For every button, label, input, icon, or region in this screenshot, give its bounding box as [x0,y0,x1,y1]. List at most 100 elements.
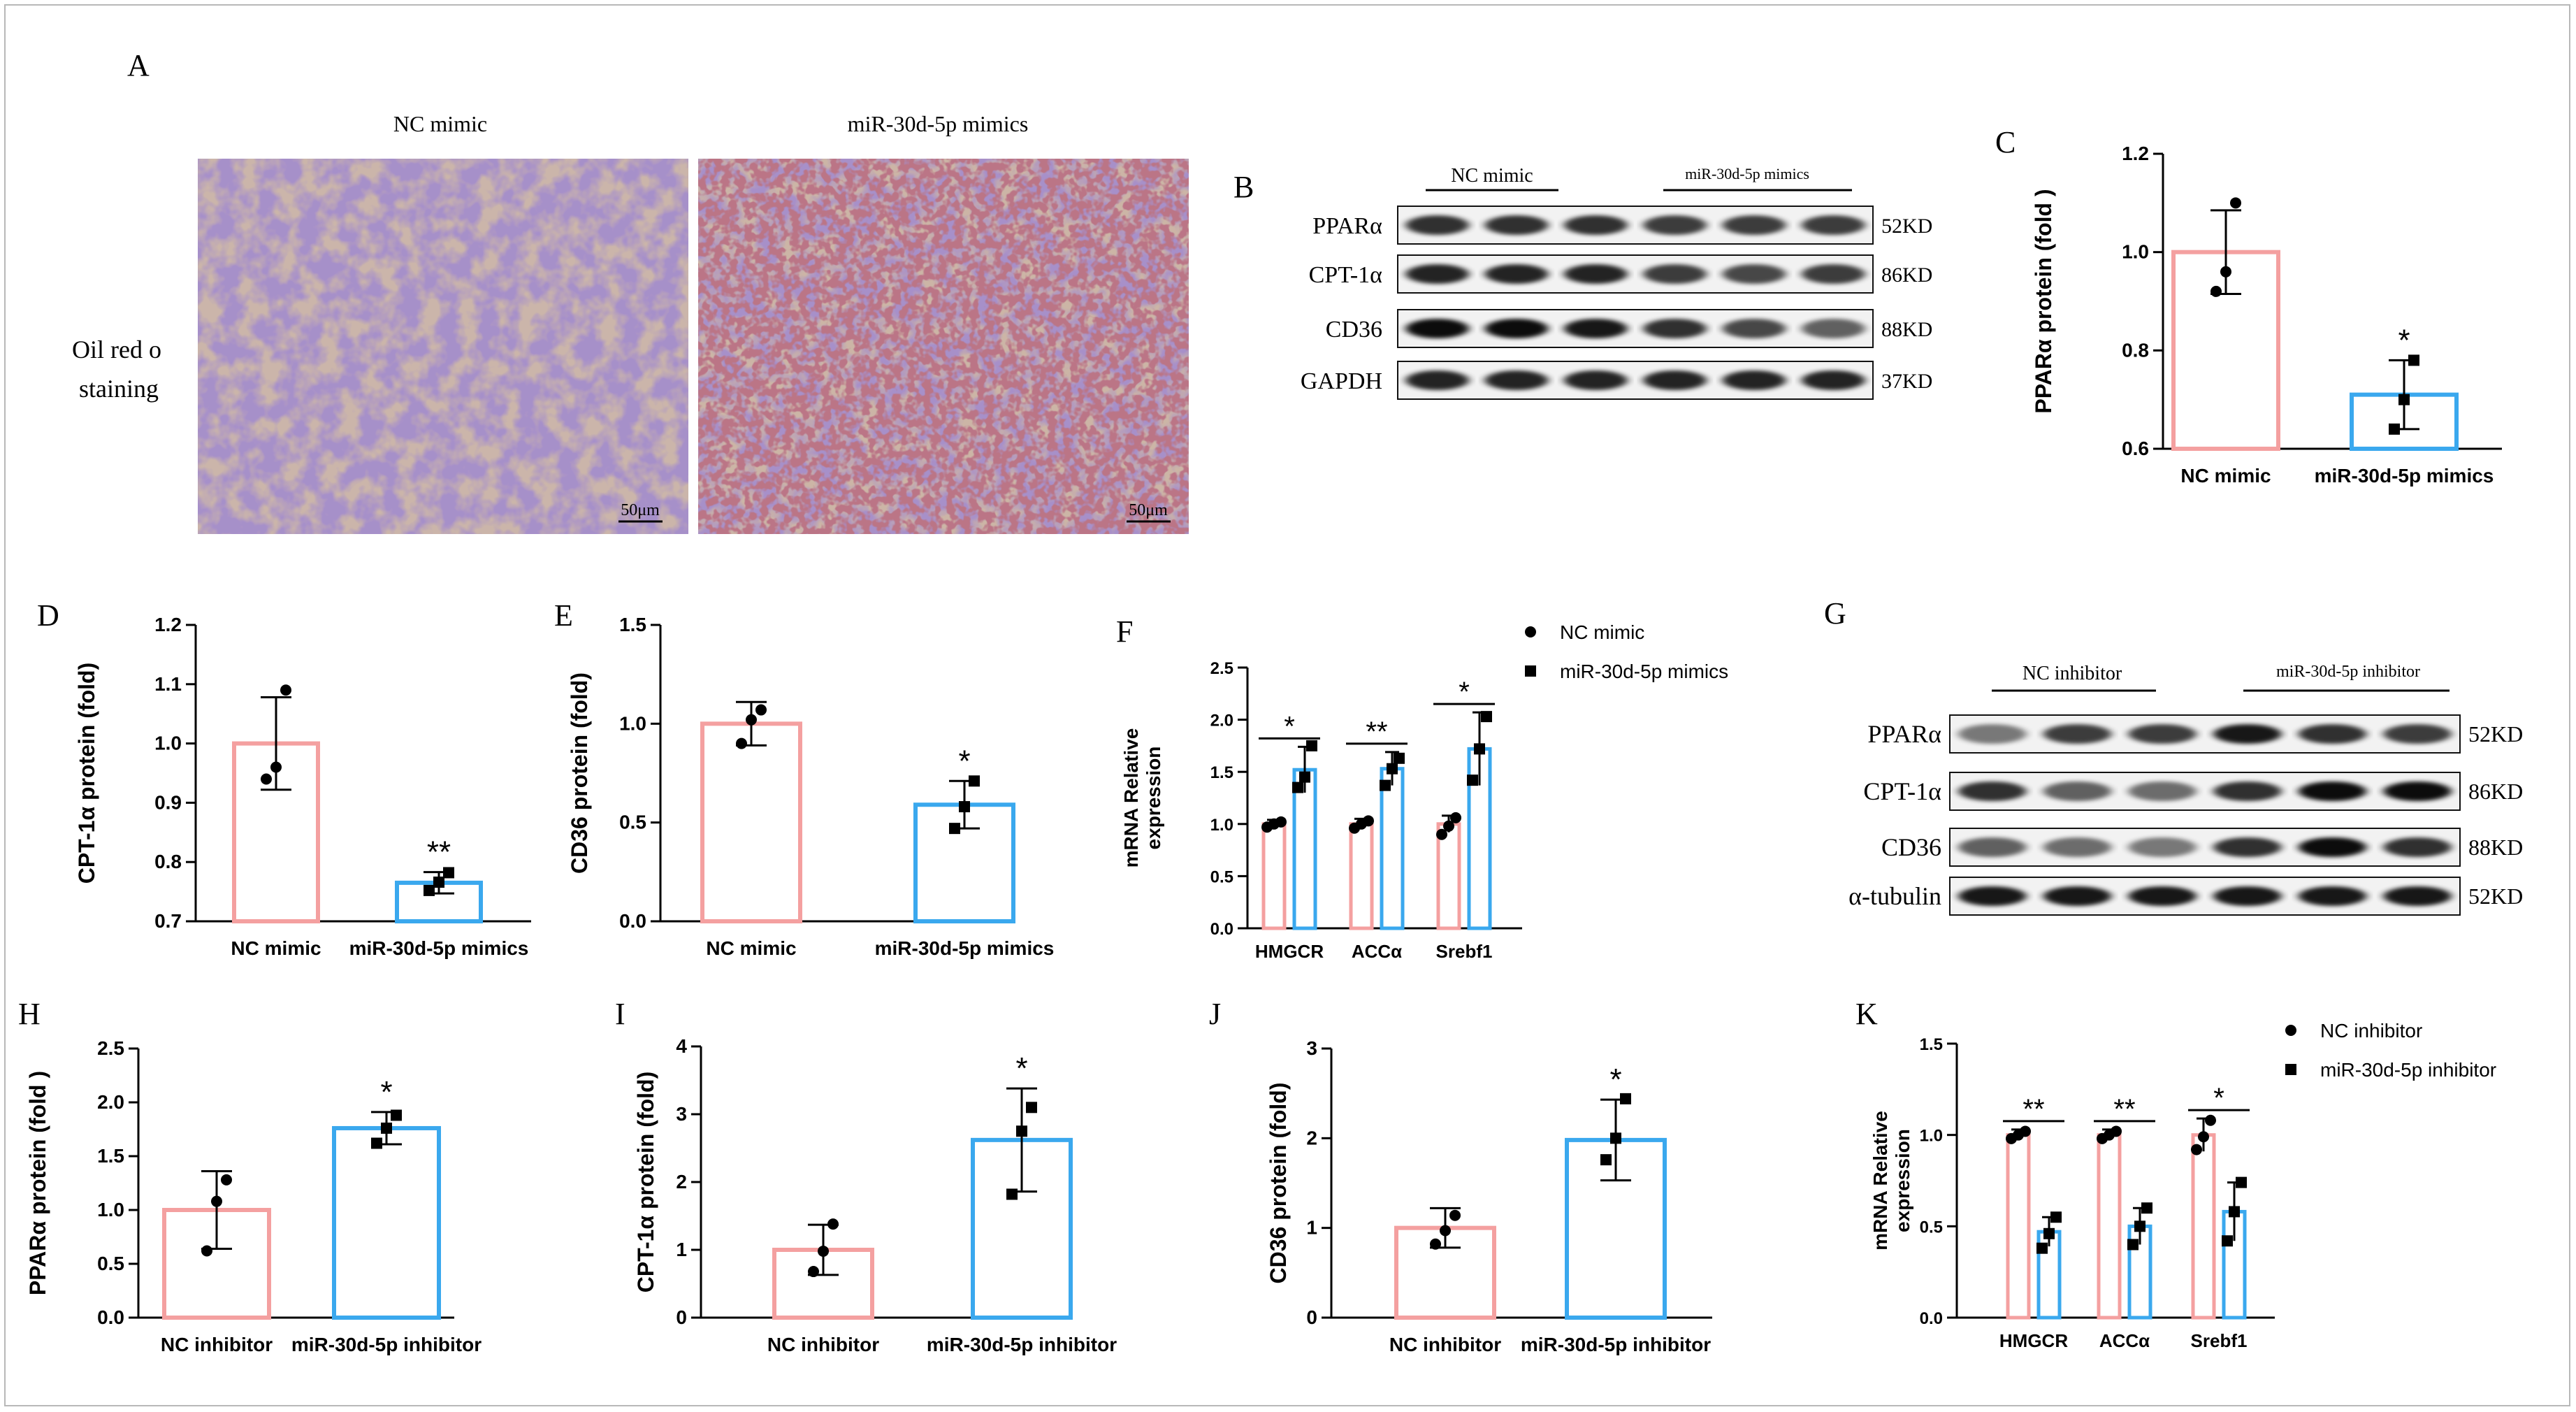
blot-band-2-5 [1802,318,1865,339]
chart-d: D 0.7 0.8 0.9 1.0 1.1 1.2 CPT-1α protein (fold)… [37,598,531,959]
blot-band-2-3 [1643,318,1707,339]
point-0-2 [221,1174,232,1186]
x-tick-label-2: Srebf1 [1436,941,1493,962]
blot-strip-3 [1397,361,1874,400]
y-axis-label-line2: expression [1892,1129,1913,1232]
band-name-0: PPARα [1867,720,1941,748]
panel-letter-b: B [1233,170,1254,204]
y-tick-label-2: 0.9 [154,791,182,813]
point-0-0 [1430,1238,1441,1250]
x-tick-label-0: HMGCR [1255,941,1324,962]
bar-0-1 [2097,1133,2122,1320]
western-blot-g: PPARα 52KD CPT-1α 86KD CD36 88KD α-tubulin 52KD [1848,714,2523,916]
point-0-2-1 [1443,820,1454,832]
point-0-2 [755,704,767,716]
y-tick-label-2: 1.0 [1920,1127,1943,1146]
bar-0 [700,721,802,924]
x-tick-label-1: miR-30d-5p mimics [349,937,529,959]
blot-band-2-2 [2128,837,2197,858]
chart-h: H 0.0 0.5 1.0 1.5 2.0 2.5 PPARα protein (fold )… [18,997,482,1355]
point-1-0-0 [2036,1242,2048,1254]
point-1-0 [371,1137,382,1149]
point-1-2-0 [2222,1235,2233,1247]
significance-2: * [1459,677,1470,707]
col-label-nc-mimic: NC mimic [393,111,487,136]
point-1-2 [1620,1093,1631,1104]
y-tick-label-5: 2.5 [97,1037,124,1059]
blot-band-2-1 [1484,318,1549,339]
blot-band-1-4 [1722,264,1786,284]
y-tick-label-2: 1.0 [619,712,646,734]
y-axis-label: PPARα protein (fold ) [25,1071,50,1295]
blot-band-1-5 [2383,781,2452,802]
y-tick-label-4: 2.0 [1210,712,1233,730]
chart-i: I 0 1 2 3 4 CPT-1α protein (fold) NC inhibitor *… [615,997,1117,1355]
blot-band-0-5 [2383,723,2452,744]
y-tick-label-1: 0.5 [619,812,646,833]
y-axis-label-line1: mRNA Relative [1869,1111,1891,1251]
point-1-0-1 [2043,1227,2055,1239]
blot-band-1-0 [1405,264,1469,284]
point-1-0 [2389,423,2400,435]
significance-0: ** [2023,1094,2044,1125]
point-1-1-0 [2127,1239,2139,1251]
blot-g-group-1: NC inhibitor [2023,663,2122,684]
y-axis-label: CD36 protein (fold) [1266,1083,1291,1284]
point-0-0 [261,773,272,785]
point-0-1-2 [1363,815,1374,827]
blot-band-0-0 [1405,215,1469,236]
legend-marker-1 [1525,665,1536,677]
legend-marker-1 [2285,1064,2296,1075]
point-1-0-1 [1299,771,1310,783]
chart-k: K 0.0 0.5 1.0 1.5 mRNA Relative expression ** HM… [1855,997,2496,1351]
bar-0-2 [2191,1133,2216,1320]
point-0-0 [736,737,747,749]
point-0-1 [1440,1225,1451,1237]
y-tick-label-4: 2.0 [97,1091,124,1113]
y-tick-label-0: 0.6 [2122,438,2149,459]
blot-band-0-3 [2213,723,2282,744]
y-axis-label: CPT-1α protein (fold) [633,1072,658,1293]
blot-band-2-2 [1564,318,1628,339]
legend-marker-0 [1525,626,1536,637]
blot-band-0-4 [1722,215,1786,236]
row-label-line1: Oil red o [72,336,161,363]
band-name-1: CPT-1α [1309,262,1383,288]
band-size-3: 52KD [2468,884,2523,909]
point-0-1-2 [2111,1125,2122,1137]
bar-1-0 [1292,768,1317,930]
blot-band-0-3 [1643,215,1707,236]
blot-band-2-0 [1405,318,1469,339]
y-tick-label-5: 2.5 [1210,659,1233,678]
point-1-2 [2408,354,2419,366]
blot-band-3-1 [1484,370,1549,391]
micrograph-mir-mimics [698,159,1189,534]
significance-1: * [1015,1051,1027,1086]
point-1-2 [969,775,980,787]
chart-c: C 0.6 0.8 1.0 1.2 PPARα protein (fold ) NC mim… [1995,125,2502,487]
panel-letter-a: A [127,48,150,82]
y-axis-label: CD36 protein (fold) [567,672,592,874]
point-1-2 [443,867,454,879]
significance-0: * [1284,711,1295,742]
point-1-2 [1026,1102,1037,1114]
blot-band-0-1 [1484,215,1549,236]
bar-charts: C 0.6 0.8 1.0 1.2 PPARα protein (fold ) NC mim… [18,125,2502,1355]
panel-letter-h: H [18,997,41,1031]
band-size-3: 37KD [1881,370,1932,393]
y-tick-label-1: 0.8 [2122,339,2149,361]
blot-band-1-3 [1643,264,1707,284]
blot-band-3-5 [2383,886,2452,907]
blot-band-2-0 [1958,837,2027,858]
blot-band-3-1 [2043,886,2112,907]
point-0-0 [2210,285,2222,297]
point-0-2 [280,684,291,696]
panel-letter-k: K [1855,997,1878,1031]
chart-f: F 0.0 0.5 1.0 1.5 2.0 2.5 mRNA Relative expressi… [1116,614,1728,962]
col-label-mir-mimics: miR-30d-5p mimics [848,111,1029,136]
significance-2: * [2213,1083,2224,1114]
y-tick-label-3: 1.5 [619,614,646,635]
point-1-1 [959,801,970,813]
x-tick-label-2: Srebf1 [2191,1330,2248,1351]
blot-band-3-4 [2298,886,2367,907]
